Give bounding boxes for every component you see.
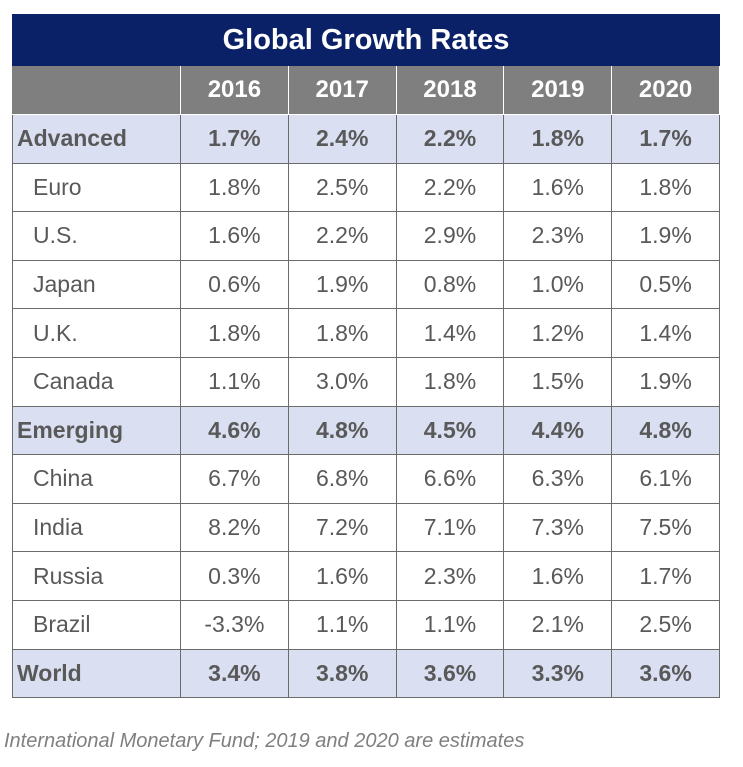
growth-value-cell: 1.0% <box>503 259 613 310</box>
table-row: U.K. 1.8% 1.8% 1.4% 1.2% 1.4% <box>12 308 720 358</box>
table-body: Advanced 1.7% 2.4% 2.2% 1.8% 1.7% Euro 1.8% 2.5%… <box>12 114 720 699</box>
growth-value-cell: 0.8% <box>395 259 505 310</box>
growth-value-cell: 1.7% <box>180 114 289 164</box>
row-label: Russia <box>12 551 181 601</box>
growth-value-cell: 2.2% <box>395 162 505 213</box>
row-label: World <box>12 648 181 699</box>
growth-table: Global Growth Rates 2016 2017 2018 2019 2020… <box>12 14 720 699</box>
growth-value-cell: 4.4% <box>503 405 613 456</box>
row-label: Canada <box>12 356 181 407</box>
growth-value-cell: 7.1% <box>395 502 505 553</box>
growth-value-cell: 0.6% <box>180 259 289 310</box>
year-header-2020: 2020 <box>611 65 720 115</box>
growth-value-cell: 1.8% <box>180 308 289 358</box>
growth-value-cell: 2.1% <box>503 599 613 650</box>
growth-value-cell: 2.5% <box>611 599 720 650</box>
growth-value-cell: 1.1% <box>395 599 505 650</box>
growth-value-cell: -3.3% <box>180 599 289 650</box>
growth-value-cell: 1.1% <box>180 356 289 407</box>
row-label: U.K. <box>12 308 181 358</box>
growth-table-container: Global Growth Rates 2016 2017 2018 2019 2020… <box>12 14 720 699</box>
growth-value-cell: 1.5% <box>503 356 613 407</box>
row-label: Brazil <box>12 599 181 650</box>
growth-value-cell: 1.7% <box>611 551 720 601</box>
growth-value-cell: 6.6% <box>395 454 505 504</box>
row-label: Japan <box>12 259 181 310</box>
table-row: Brazil -3.3% 1.1% 1.1% 2.1% 2.5% <box>12 599 720 650</box>
growth-value-cell: 4.5% <box>395 405 505 456</box>
growth-value-cell: 6.3% <box>503 454 613 504</box>
growth-value-cell: 1.8% <box>180 162 289 213</box>
growth-value-cell: 2.2% <box>395 114 505 164</box>
growth-value-cell: 4.8% <box>287 405 397 456</box>
table-row: Canada 1.1% 3.0% 1.8% 1.5% 1.9% <box>12 356 720 407</box>
year-header-2019: 2019 <box>503 65 613 115</box>
growth-value-cell: 1.9% <box>611 211 720 261</box>
growth-value-cell: 1.8% <box>611 162 720 213</box>
growth-value-cell: 2.9% <box>395 211 505 261</box>
table-row: U.S. 1.6% 2.2% 2.9% 2.3% 1.9% <box>12 211 720 261</box>
growth-value-cell: 3.3% <box>503 648 613 699</box>
growth-value-cell: 1.9% <box>287 259 397 310</box>
growth-value-cell: 6.7% <box>180 454 289 504</box>
growth-value-cell: 1.1% <box>287 599 397 650</box>
row-label: Euro <box>12 162 181 213</box>
growth-value-cell: 0.3% <box>180 551 289 601</box>
table-row: India 8.2% 7.2% 7.1% 7.3% 7.5% <box>12 502 720 553</box>
row-label: Emerging <box>12 405 181 456</box>
table-row: Japan 0.6% 1.9% 0.8% 1.0% 0.5% <box>12 259 720 310</box>
row-label: Advanced <box>12 114 181 164</box>
year-header-row: 2016 2017 2018 2019 2020 <box>12 65 720 115</box>
growth-value-cell: 2.3% <box>503 211 613 261</box>
header-corner <box>12 65 181 115</box>
growth-value-cell: 3.6% <box>395 648 505 699</box>
growth-value-cell: 1.6% <box>503 551 613 601</box>
row-label: U.S. <box>12 211 181 261</box>
growth-value-cell: 1.9% <box>611 356 720 407</box>
growth-value-cell: 8.2% <box>180 502 289 553</box>
table-row: Euro 1.8% 2.5% 2.2% 1.6% 1.8% <box>12 162 720 213</box>
growth-value-cell: 7.3% <box>503 502 613 553</box>
table-title: Global Growth Rates <box>12 14 720 66</box>
growth-value-cell: 1.6% <box>180 211 289 261</box>
year-header-2016: 2016 <box>180 65 289 115</box>
row-label: India <box>12 502 181 553</box>
year-header-2017: 2017 <box>287 65 397 115</box>
growth-value-cell: 1.8% <box>503 114 613 164</box>
growth-value-cell: 1.6% <box>503 162 613 213</box>
growth-value-cell: 7.2% <box>287 502 397 553</box>
growth-value-cell: 0.5% <box>611 259 720 310</box>
table-row: Russia 0.3% 1.6% 2.3% 1.6% 1.7% <box>12 551 720 601</box>
growth-value-cell: 1.7% <box>611 114 720 164</box>
growth-value-cell: 3.6% <box>611 648 720 699</box>
growth-value-cell: 2.5% <box>287 162 397 213</box>
growth-value-cell: 3.0% <box>287 356 397 407</box>
group-row: Advanced 1.7% 2.4% 2.2% 1.8% 1.7% <box>12 114 720 164</box>
growth-value-cell: 1.8% <box>287 308 397 358</box>
group-row: World 3.4% 3.8% 3.6% 3.3% 3.6% <box>12 648 720 699</box>
growth-value-cell: 1.4% <box>611 308 720 358</box>
growth-value-cell: 1.6% <box>287 551 397 601</box>
table-row: China 6.7% 6.8% 6.6% 6.3% 6.1% <box>12 454 720 504</box>
growth-value-cell: 6.1% <box>611 454 720 504</box>
group-row: Emerging 4.6% 4.8% 4.5% 4.4% 4.8% <box>12 405 720 456</box>
growth-value-cell: 2.4% <box>287 114 397 164</box>
growth-value-cell: 6.8% <box>287 454 397 504</box>
source-caption: International Monetary Fund; 2019 and 20… <box>4 730 525 752</box>
growth-value-cell: 4.8% <box>611 405 720 456</box>
growth-value-cell: 1.2% <box>503 308 613 358</box>
row-label: China <box>12 454 181 504</box>
growth-value-cell: 7.5% <box>611 502 720 553</box>
growth-value-cell: 3.8% <box>287 648 397 699</box>
growth-value-cell: 2.3% <box>395 551 505 601</box>
growth-value-cell: 1.8% <box>395 356 505 407</box>
growth-value-cell: 4.6% <box>180 405 289 456</box>
year-header-2018: 2018 <box>395 65 505 115</box>
growth-value-cell: 3.4% <box>180 648 289 699</box>
growth-value-cell: 1.4% <box>395 308 505 358</box>
growth-value-cell: 2.2% <box>287 211 397 261</box>
